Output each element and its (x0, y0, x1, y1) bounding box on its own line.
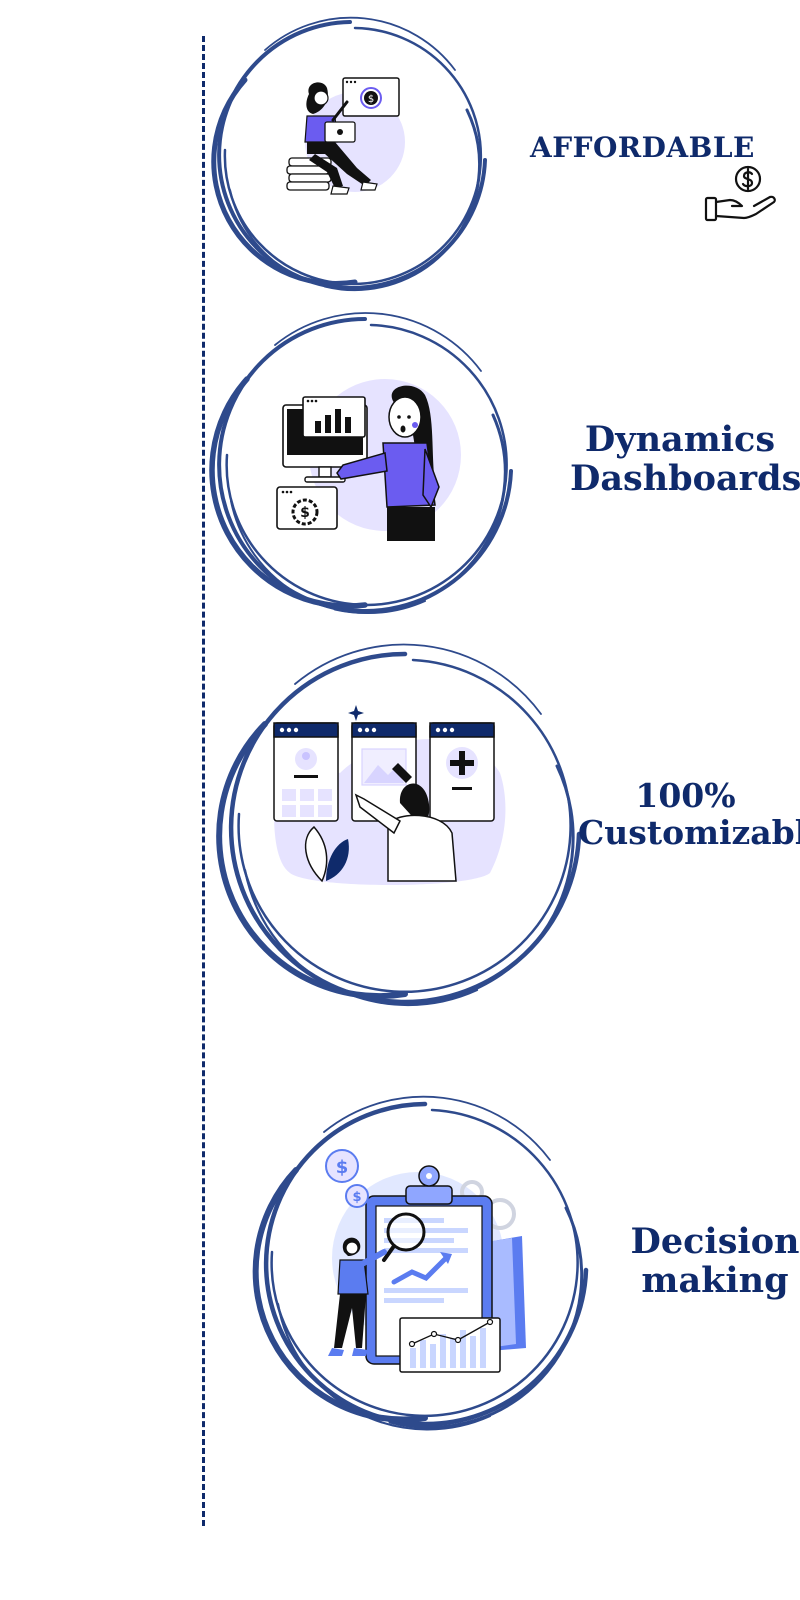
feature-title-line: Dashboards (570, 458, 800, 500)
svg-text:$: $ (368, 94, 374, 105)
feature-title-line: making (641, 1260, 789, 1302)
timeline-dashed-line (202, 36, 205, 1526)
woman-laptop-coins-illustration: $ (286, 77, 405, 195)
woman-analysis-clipboard-illustration: $ $ (325, 1149, 526, 1373)
feature-title-customizable: 100% Customizable (578, 776, 800, 852)
brush-ring (209, 312, 513, 615)
svg-text:$: $ (352, 1190, 361, 1205)
feature-decision-making: $ $ (250, 1090, 600, 1440)
svg-text:$: $ (336, 1157, 349, 1178)
brush-ring (216, 643, 582, 1007)
woman-dashboard-monitor-illustration: $ (276, 379, 461, 541)
feature-title-line: Decision (630, 1221, 800, 1262)
feature-title-affordable: AFFORDABLE (530, 131, 755, 164)
brush-ring (252, 1095, 589, 1431)
feature-dynamics-dashboards: $ (205, 305, 525, 625)
feature-title-decision-making: Decision making (630, 1221, 800, 1302)
feature-title-line: Customizable (578, 812, 800, 852)
feature-affordable: $ (205, 10, 495, 300)
feature-title-line: AFFORDABLE (530, 131, 755, 164)
feature-customizable (215, 638, 595, 1018)
feature-title-line: Dynamics (584, 419, 776, 460)
svg-text:$: $ (300, 505, 310, 521)
brush-ring (211, 16, 487, 292)
feature-title-dynamics-dashboards: Dynamics Dashboards (570, 419, 800, 500)
feature-title-line: 100% (635, 776, 736, 815)
woman-custom-panels-illustration (273, 705, 506, 885)
money-hand-icon (704, 165, 776, 222)
